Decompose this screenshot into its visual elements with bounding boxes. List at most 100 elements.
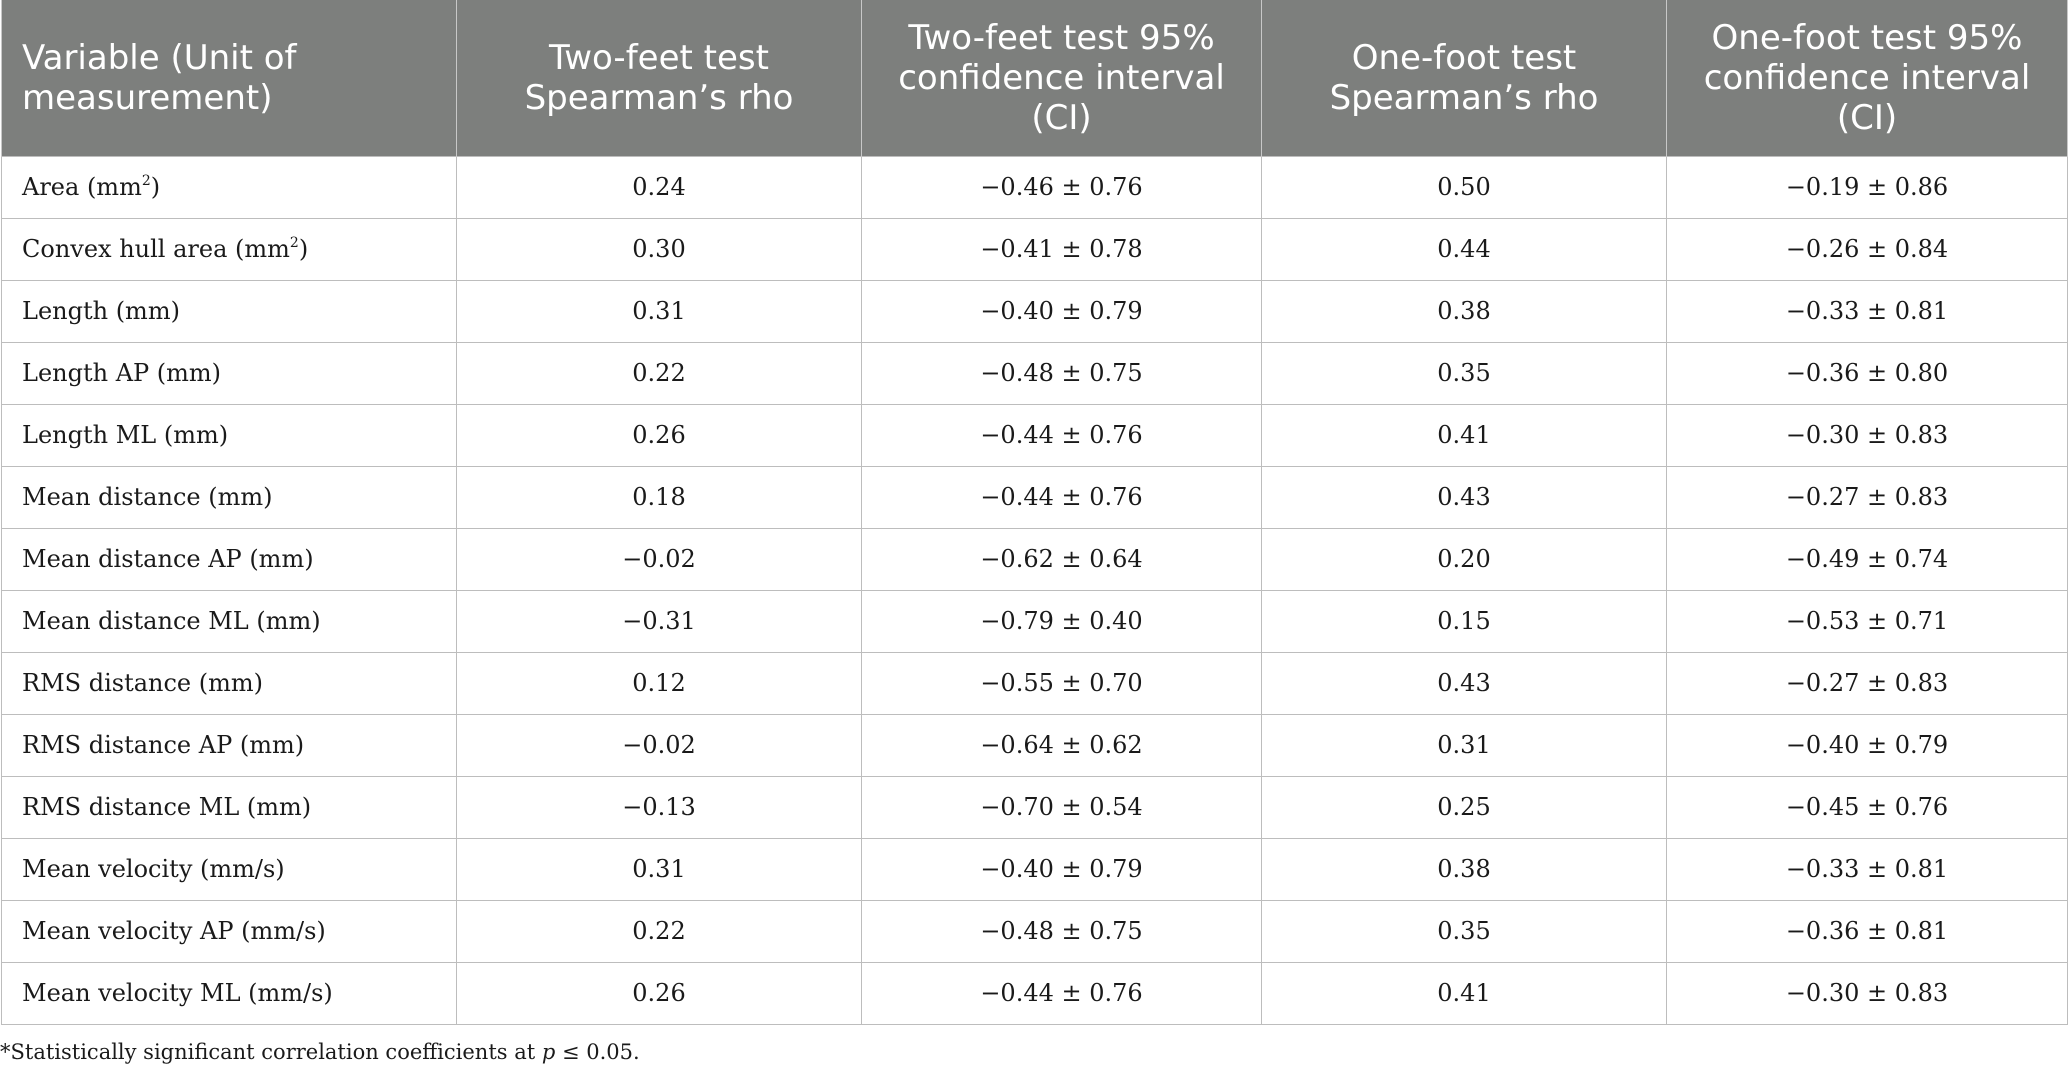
cell-two-feet-ci: −0.70 ± 0.54 [861,775,1262,839]
header-two-feet-rho: Two-feet test Spearman’s rho [456,0,862,156]
table-row: RMS distance ML (mm) −0.13 −0.70 ± 0.54 0.2… [1,775,2068,839]
cell-one-foot-ci: −0.36 ± 0.80 [1666,341,2068,405]
cell-two-feet-rho: 0.30 [456,217,862,281]
variable-superscript: 2 [141,173,151,189]
cell-one-foot-ci: −0.33 ± 0.81 [1666,279,2068,343]
cell-one-foot-ci: −0.36 ± 0.81 [1666,899,2068,963]
cell-variable: Mean distance (mm) [1,465,457,529]
variable-label: Mean velocity ML (mm/s) [22,979,333,1007]
header-one-foot-rho: One-foot test Spearman’s rho [1261,0,1667,156]
table-header: Variable (Unit of measurement) Two-feet … [1,0,2068,156]
table-row: Mean distance (mm) 0.18 −0.44 ± 0.76 0.43 −0… [1,465,2068,529]
footnote-prefix: *Statistically significant correlation c… [0,1040,542,1064]
variable-label: RMS distance (mm) [22,669,263,697]
cell-two-feet-ci: −0.46 ± 0.76 [861,155,1262,219]
cell-two-feet-rho: 0.31 [456,837,862,901]
cell-two-feet-ci: −0.64 ± 0.62 [861,713,1262,777]
cell-variable: Area (mm2) [1,155,457,219]
cell-one-foot-rho: 0.38 [1261,837,1667,901]
variable-label: Mean distance ML (mm) [22,607,321,635]
table-row: Area (mm2) 0.24 −0.46 ± 0.76 0.50 −0.19 ± 0.… [1,155,2068,219]
cell-two-feet-ci: −0.44 ± 0.76 [861,465,1262,529]
table-row: Mean velocity AP (mm/s) 0.22 −0.48 ± 0.75 0… [1,899,2068,963]
cell-one-foot-ci: −0.27 ± 0.83 [1666,465,2068,529]
cell-two-feet-ci: −0.41 ± 0.78 [861,217,1262,281]
cell-two-feet-ci: −0.79 ± 0.40 [861,589,1262,653]
table-row: Mean distance ML (mm) −0.31 −0.79 ± 0.40 0.… [1,589,2068,653]
variable-label: RMS distance ML (mm) [22,793,312,821]
cell-two-feet-rho: 0.12 [456,651,862,715]
cell-two-feet-rho: 0.26 [456,961,862,1025]
cell-variable: Mean velocity (mm/s) [1,837,457,901]
correlation-table: Variable (Unit of measurement) Two-feet … [1,0,2068,1025]
cell-one-foot-ci: −0.27 ± 0.83 [1666,651,2068,715]
variable-label: Mean distance (mm) [22,483,273,511]
cell-variable: Convex hull area (mm2) [1,217,457,281]
table-row: Mean velocity ML (mm/s) 0.26 −0.44 ± 0.76 0… [1,961,2068,1025]
cell-one-foot-rho: 0.25 [1261,775,1667,839]
cell-variable: Length AP (mm) [1,341,457,405]
table-row: Mean velocity (mm/s) 0.31 −0.40 ± 0.79 0.38… [1,837,2068,901]
cell-one-foot-rho: 0.35 [1261,341,1667,405]
variable-suffix: ) [298,235,309,263]
cell-variable: RMS distance (mm) [1,651,457,715]
cell-variable: Length (mm) [1,279,457,343]
variable-label: Convex hull area (mm [22,235,290,263]
cell-one-foot-ci: −0.19 ± 0.86 [1666,155,2068,219]
header-row: Variable (Unit of measurement) Two-feet … [1,0,2068,156]
variable-label: Area (mm [22,173,142,201]
variable-label: Mean velocity (mm/s) [22,855,285,883]
cell-variable: Mean velocity AP (mm/s) [1,899,457,963]
cell-one-foot-rho: 0.41 [1261,403,1667,467]
cell-variable: RMS distance AP (mm) [1,713,457,777]
cell-one-foot-ci: −0.40 ± 0.79 [1666,713,2068,777]
cell-one-foot-ci: −0.30 ± 0.83 [1666,403,2068,467]
footnote-p-symbol: p [541,1040,556,1064]
cell-two-feet-ci: −0.48 ± 0.75 [861,899,1262,963]
cell-two-feet-rho: 0.22 [456,341,862,405]
cell-two-feet-ci: −0.62 ± 0.64 [861,527,1262,591]
table-row: RMS distance AP (mm) −0.02 −0.64 ± 0.62 0.3… [1,713,2068,777]
cell-variable: Mean distance AP (mm) [1,527,457,591]
cell-one-foot-rho: 0.43 [1261,465,1667,529]
table-row: Mean distance AP (mm) −0.02 −0.62 ± 0.64 0.… [1,527,2068,591]
cell-two-feet-rho: −0.02 [456,713,862,777]
footnote-suffix: ≤ 0.05. [555,1040,640,1064]
cell-one-foot-rho: 0.20 [1261,527,1667,591]
cell-one-foot-ci: −0.53 ± 0.71 [1666,589,2068,653]
cell-one-foot-rho: 0.35 [1261,899,1667,963]
cell-two-feet-ci: −0.48 ± 0.75 [861,341,1262,405]
variable-label: Length AP (mm) [22,359,222,387]
table-row: Length (mm) 0.31 −0.40 ± 0.79 0.38 −0.33 ± 0… [1,279,2068,343]
footnote: *Statistically significant correlation c… [0,1040,640,1064]
cell-two-feet-rho: −0.13 [456,775,862,839]
cell-variable: Mean velocity ML (mm/s) [1,961,457,1025]
cell-variable: RMS distance ML (mm) [1,775,457,839]
cell-two-feet-rho: −0.31 [456,589,862,653]
variable-label: Length ML (mm) [22,421,229,449]
table-row: Length AP (mm) 0.22 −0.48 ± 0.75 0.35 −0.36 … [1,341,2068,405]
table-row: Convex hull area (mm2) 0.30 −0.41 ± 0.78 0.… [1,217,2068,281]
cell-one-foot-rho: 0.43 [1261,651,1667,715]
cell-one-foot-rho: 0.41 [1261,961,1667,1025]
cell-two-feet-rho: 0.24 [456,155,862,219]
variable-label: Mean velocity AP (mm/s) [22,917,326,945]
variable-suffix: ) [150,173,161,201]
cell-one-foot-rho: 0.15 [1261,589,1667,653]
variable-superscript: 2 [289,235,299,251]
cell-two-feet-rho: −0.02 [456,527,862,591]
cell-two-feet-rho: 0.22 [456,899,862,963]
cell-two-feet-rho: 0.18 [456,465,862,529]
cell-one-foot-rho: 0.44 [1261,217,1667,281]
cell-one-foot-rho: 0.31 [1261,713,1667,777]
cell-variable: Length ML (mm) [1,403,457,467]
cell-two-feet-rho: 0.26 [456,403,862,467]
cell-two-feet-ci: −0.40 ± 0.79 [861,837,1262,901]
table-row: Length ML (mm) 0.26 −0.44 ± 0.76 0.41 −0.30 … [1,403,2068,467]
cell-variable: Mean distance ML (mm) [1,589,457,653]
cell-one-foot-ci: −0.45 ± 0.76 [1666,775,2068,839]
cell-one-foot-ci: −0.26 ± 0.84 [1666,217,2068,281]
cell-one-foot-rho: 0.38 [1261,279,1667,343]
cell-one-foot-ci: −0.49 ± 0.74 [1666,527,2068,591]
cell-two-feet-ci: −0.44 ± 0.76 [861,403,1262,467]
